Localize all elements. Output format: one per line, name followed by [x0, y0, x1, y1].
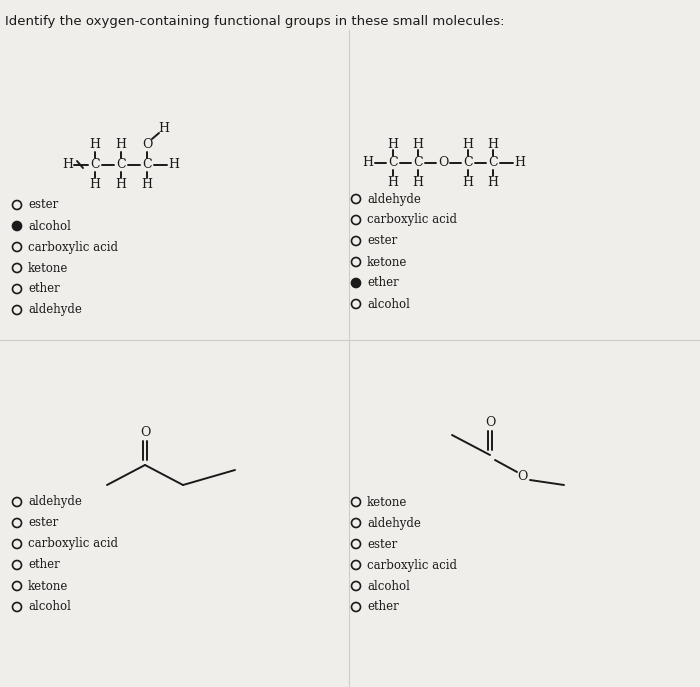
Text: aldehyde: aldehyde	[367, 517, 421, 530]
Text: H: H	[487, 175, 498, 188]
Text: ether: ether	[28, 282, 60, 295]
Text: H: H	[116, 139, 127, 152]
Text: C: C	[90, 159, 100, 172]
Text: H: H	[412, 175, 423, 188]
Text: ester: ester	[367, 537, 398, 550]
Text: ketone: ketone	[28, 262, 69, 275]
Text: ether: ether	[28, 559, 60, 572]
Text: alcohol: alcohol	[367, 580, 410, 592]
Text: H: H	[514, 157, 526, 170]
Text: H: H	[487, 137, 498, 150]
Text: H: H	[412, 137, 423, 150]
Text: O: O	[438, 157, 448, 170]
Text: alcohol: alcohol	[28, 220, 71, 232]
Text: ketone: ketone	[28, 580, 69, 592]
Text: H: H	[463, 137, 473, 150]
Text: aldehyde: aldehyde	[367, 192, 421, 205]
Text: H: H	[363, 157, 374, 170]
Circle shape	[13, 221, 22, 231]
Text: C: C	[389, 157, 398, 170]
Text: H: H	[116, 179, 127, 192]
Text: H: H	[158, 122, 169, 135]
Text: H: H	[169, 159, 179, 172]
Text: aldehyde: aldehyde	[28, 495, 82, 508]
Text: O: O	[485, 416, 495, 429]
Text: C: C	[463, 157, 473, 170]
Text: ketone: ketone	[367, 495, 407, 508]
Text: ester: ester	[28, 199, 58, 212]
Text: ether: ether	[367, 276, 399, 289]
Text: aldehyde: aldehyde	[28, 304, 82, 317]
Text: H: H	[90, 179, 101, 192]
Text: ketone: ketone	[367, 256, 407, 269]
Text: C: C	[142, 159, 152, 172]
Text: carboxylic acid: carboxylic acid	[28, 537, 118, 550]
Text: H: H	[388, 175, 398, 188]
Text: H: H	[388, 137, 398, 150]
Text: carboxylic acid: carboxylic acid	[28, 240, 118, 254]
Text: H: H	[141, 179, 153, 192]
Text: C: C	[488, 157, 498, 170]
Text: H: H	[90, 139, 101, 152]
Text: alcohol: alcohol	[367, 297, 410, 311]
Text: alcohol: alcohol	[28, 600, 71, 613]
Text: O: O	[140, 427, 150, 440]
Text: C: C	[116, 159, 126, 172]
Circle shape	[351, 278, 360, 287]
Text: O: O	[517, 471, 527, 484]
Text: ester: ester	[28, 517, 58, 530]
Text: H: H	[463, 175, 473, 188]
Text: O: O	[142, 139, 152, 152]
Text: C: C	[413, 157, 423, 170]
Text: Identify the oxygen-containing functional groups in these small molecules:: Identify the oxygen-containing functiona…	[5, 15, 505, 28]
Text: carboxylic acid: carboxylic acid	[367, 559, 457, 572]
Text: H: H	[62, 159, 74, 172]
Text: ester: ester	[367, 234, 398, 247]
Text: carboxylic acid: carboxylic acid	[367, 214, 457, 227]
Text: ether: ether	[367, 600, 399, 613]
